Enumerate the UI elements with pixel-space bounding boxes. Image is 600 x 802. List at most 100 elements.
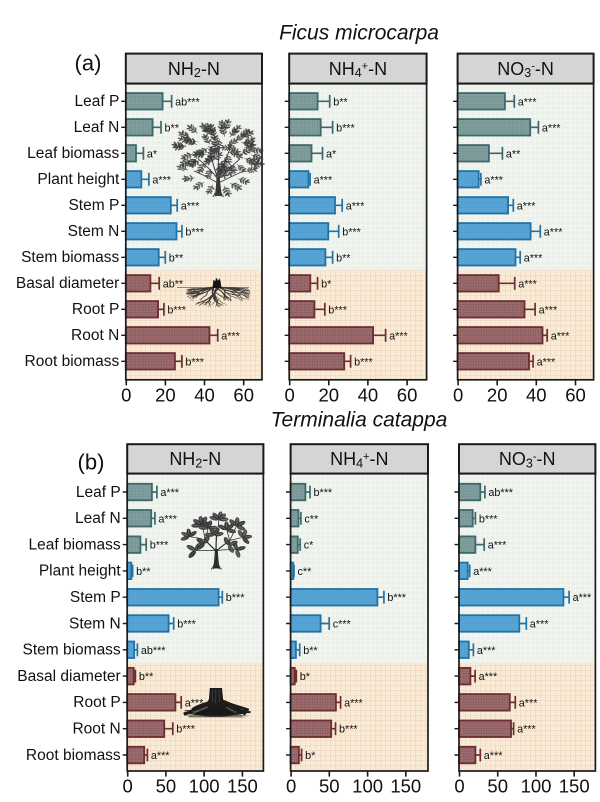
svg-text:Basal diameter: Basal diameter [16, 275, 119, 292]
svg-text:a***: a*** [344, 697, 363, 709]
svg-text:NH2-N: NH2-N [169, 449, 221, 470]
svg-text:b*: b* [305, 750, 316, 762]
svg-text:50: 50 [319, 776, 340, 797]
svg-text:Leaf biomass: Leaf biomass [27, 145, 119, 162]
svg-text:Root N: Root N [71, 327, 119, 344]
svg-text:(b): (b) [78, 450, 105, 475]
svg-text:b***: b*** [177, 619, 196, 631]
svg-text:b**: b** [139, 671, 154, 683]
svg-text:a*: a* [147, 148, 158, 160]
svg-text:a***: a*** [160, 487, 179, 499]
svg-text:b**: b** [136, 566, 151, 578]
svg-text:20: 20 [487, 384, 508, 405]
svg-text:b***: b*** [354, 356, 373, 368]
svg-text:b***: b*** [328, 304, 347, 316]
svg-text:b***: b*** [167, 304, 186, 316]
svg-text:Terminalia catappa: Terminalia catappa [271, 409, 448, 432]
svg-text:150: 150 [390, 776, 421, 797]
svg-text:c**: c** [304, 513, 319, 525]
svg-text:b**: b** [169, 252, 184, 264]
svg-text:(a): (a) [75, 51, 102, 76]
svg-text:a***: a*** [346, 200, 365, 212]
svg-text:a***: a*** [473, 566, 492, 578]
svg-text:a*: a* [326, 148, 337, 160]
svg-text:Leaf N: Leaf N [74, 119, 120, 136]
svg-text:0: 0 [286, 776, 296, 797]
svg-text:a***: a*** [517, 200, 536, 212]
svg-text:a***: a*** [530, 619, 549, 631]
svg-text:150: 150 [559, 776, 590, 797]
svg-text:a***: a*** [152, 174, 171, 186]
svg-text:150: 150 [227, 776, 258, 797]
svg-text:Leaf biomass: Leaf biomass [28, 536, 120, 553]
svg-text:a***: a*** [158, 513, 177, 525]
svg-text:ab***: ab*** [175, 96, 200, 108]
svg-text:c*: c* [304, 540, 314, 552]
svg-text:b***: b*** [336, 122, 355, 134]
svg-text:b***: b*** [342, 226, 361, 238]
svg-text:a***: a*** [539, 304, 558, 316]
svg-text:100: 100 [352, 776, 383, 797]
svg-text:60: 60 [397, 384, 418, 405]
svg-text:Root biomass: Root biomass [26, 747, 121, 764]
svg-text:a***: a*** [537, 356, 556, 368]
svg-text:Root P: Root P [73, 694, 120, 711]
svg-text:b***: b*** [185, 356, 204, 368]
svg-text:Leaf P: Leaf P [74, 93, 119, 110]
svg-text:b***: b*** [226, 592, 245, 604]
svg-text:a***: a*** [488, 540, 507, 552]
svg-text:100: 100 [189, 776, 220, 797]
svg-text:ab***: ab*** [141, 645, 166, 657]
svg-text:b***: b*** [185, 226, 204, 238]
svg-text:a***: a*** [518, 96, 537, 108]
svg-text:0: 0 [453, 384, 463, 405]
svg-text:b***: b*** [176, 724, 195, 736]
svg-text:40: 40 [358, 384, 379, 405]
svg-text:Leaf N: Leaf N [75, 510, 121, 527]
svg-text:a***: a*** [484, 750, 503, 762]
svg-text:Stem biomass: Stem biomass [21, 249, 119, 266]
svg-text:a***: a*** [524, 252, 543, 264]
svg-text:0: 0 [285, 384, 295, 405]
svg-text:a***: a*** [477, 645, 496, 657]
svg-text:c**: c** [298, 566, 313, 578]
svg-text:a***: a*** [573, 592, 592, 604]
svg-text:20: 20 [155, 384, 176, 405]
svg-text:Plant height: Plant height [39, 563, 122, 580]
svg-text:a***: a*** [181, 200, 200, 212]
svg-text:Stem P: Stem P [68, 197, 119, 214]
svg-text:20: 20 [319, 384, 340, 405]
svg-text:40: 40 [526, 384, 547, 405]
svg-text:b*: b* [321, 278, 332, 290]
svg-text:50: 50 [487, 776, 508, 797]
svg-text:0: 0 [121, 384, 131, 405]
svg-text:0: 0 [454, 776, 464, 797]
svg-text:Root P: Root P [72, 301, 119, 318]
svg-text:b***: b*** [387, 592, 406, 604]
svg-text:60: 60 [565, 384, 586, 405]
svg-text:b**: b** [303, 645, 318, 657]
svg-text:a***: a*** [517, 724, 536, 736]
svg-text:Stem biomass: Stem biomass [22, 642, 120, 659]
svg-text:c***: c*** [333, 619, 352, 631]
svg-text:a***: a*** [314, 174, 333, 186]
svg-text:a**: a** [506, 148, 521, 160]
svg-text:b**: b** [333, 96, 348, 108]
svg-text:Root biomass: Root biomass [25, 353, 120, 370]
svg-text:a***: a*** [542, 122, 561, 134]
svg-text:100: 100 [521, 776, 552, 797]
svg-text:60: 60 [233, 384, 254, 405]
svg-text:a***: a*** [484, 174, 503, 186]
svg-text:b*: b* [300, 671, 311, 683]
svg-text:a***: a*** [519, 697, 538, 709]
svg-text:ab***: ab*** [488, 487, 513, 499]
svg-text:b***: b*** [314, 487, 333, 499]
svg-text:Root N: Root N [72, 721, 120, 738]
svg-text:Plant height: Plant height [37, 171, 120, 188]
svg-text:50: 50 [156, 776, 177, 797]
svg-text:Stem P: Stem P [70, 589, 121, 606]
svg-text:a***: a*** [221, 330, 240, 342]
svg-text:b***: b*** [479, 513, 498, 525]
svg-text:Basal diameter: Basal diameter [17, 668, 120, 685]
svg-text:Stem N: Stem N [68, 223, 120, 240]
